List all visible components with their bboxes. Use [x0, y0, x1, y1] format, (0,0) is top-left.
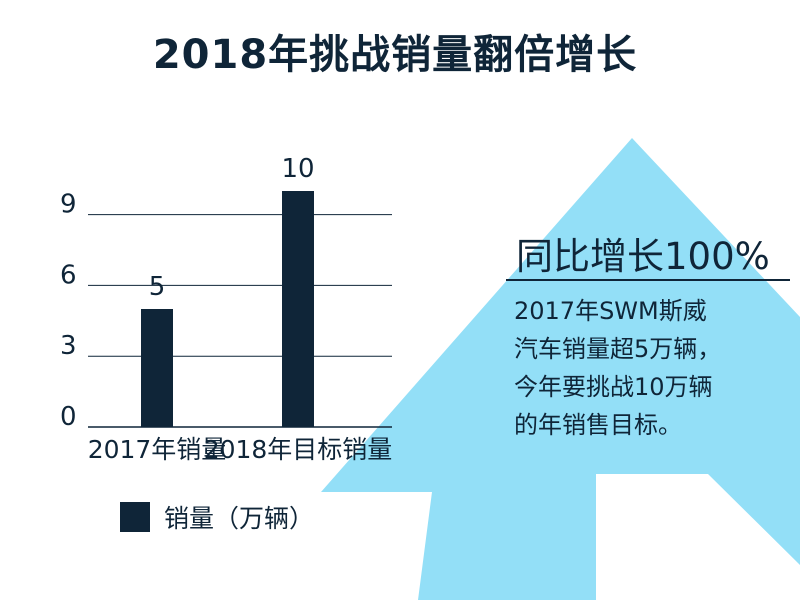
x-tick-label: 2018年目标销量: [204, 435, 393, 464]
legend-swatch: [120, 502, 150, 532]
legend-label: 销量（万辆）: [164, 504, 315, 533]
bar: [141, 309, 173, 427]
data-label: 10: [281, 154, 314, 184]
description-text: 2017年SWM斯威 汽车销量超5万辆， 今年要挑战10万辆 的年销售目标。: [514, 292, 774, 444]
description-line: 2017年SWM斯威: [514, 297, 707, 325]
description-line: 今年要挑战10万辆: [514, 373, 713, 401]
arrow-shape: [321, 138, 800, 600]
y-tick-label: 3: [60, 331, 77, 361]
x-tick-label: 2017年销量: [88, 435, 227, 464]
y-tick-label: 9: [60, 190, 77, 220]
y-tick-label: 0: [60, 402, 77, 432]
growth-heading: 同比增长100%: [516, 235, 770, 278]
description-line: 汽车销量超5万辆，: [514, 335, 722, 363]
chart-legend: 销量（万辆）: [120, 499, 314, 535]
heading-divider: [506, 279, 790, 281]
bar: [282, 191, 314, 427]
page-title: 2018年挑战销量翻倍增长: [152, 32, 638, 78]
y-tick-label: 6: [60, 260, 77, 290]
description-line: 的年销售目标。: [514, 411, 682, 439]
data-label: 5: [149, 272, 166, 302]
